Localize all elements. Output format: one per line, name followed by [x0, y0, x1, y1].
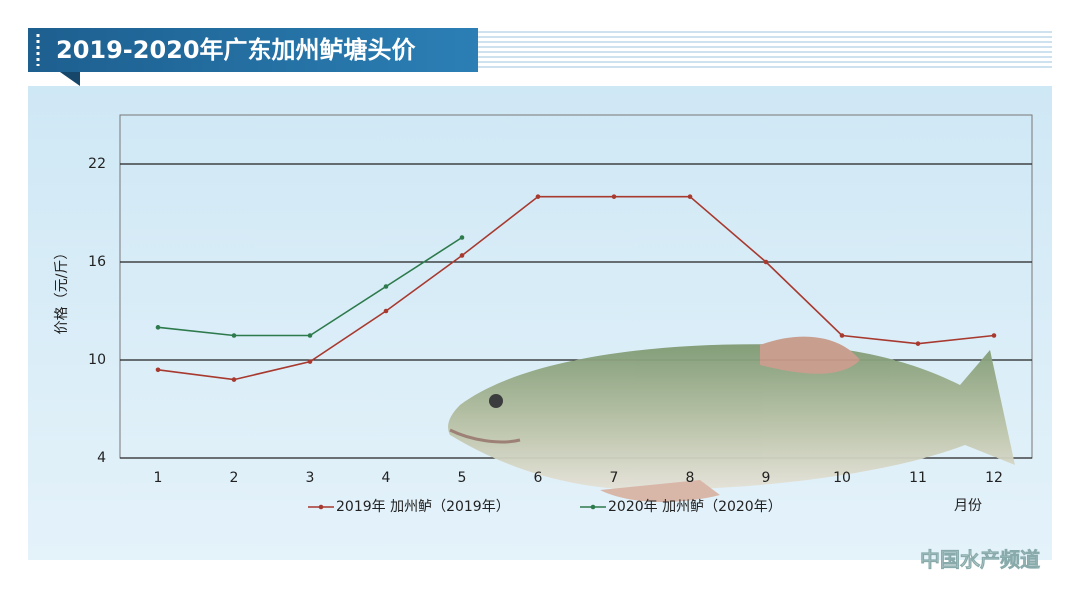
legend-marker [590, 504, 596, 510]
data-point [383, 308, 389, 314]
y-tick-label: 10 [88, 352, 106, 368]
x-tick-label: 3 [306, 470, 315, 486]
x-tick-label: 12 [985, 470, 1003, 486]
x-axis-label: 月份 [954, 498, 982, 514]
data-point [383, 284, 389, 289]
data-point [459, 235, 465, 240]
y-tick-label: 4 [97, 450, 106, 466]
x-tick-label: 11 [909, 470, 927, 486]
x-tick-label: 5 [458, 470, 467, 486]
x-tick-label: 6 [534, 470, 543, 486]
data-point [611, 194, 617, 199]
x-tick-label: 1 [154, 470, 163, 486]
x-tick-label: 7 [610, 470, 619, 486]
series-line [157, 195, 995, 381]
title-banner [28, 28, 478, 72]
data-point [155, 367, 161, 373]
banner-stripes [478, 31, 1052, 68]
data-point [231, 377, 237, 382]
x-tick-label: 10 [833, 470, 851, 486]
data-point [307, 333, 313, 338]
panel [28, 86, 1052, 560]
data-point [307, 359, 313, 364]
legend-label: 2020年 加州鲈（2020年） [608, 499, 782, 515]
data-point [535, 194, 541, 199]
x-tick-label: 9 [762, 470, 771, 486]
y-axis-label: 价格（元/斤） [54, 246, 70, 335]
x-tick-label: 4 [382, 470, 391, 486]
watermark: 中国水产频道 [920, 548, 1040, 572]
x-tick-label: 8 [686, 470, 695, 486]
y-tick-label: 16 [88, 254, 106, 270]
y-tick-label: 22 [88, 156, 106, 172]
data-point [839, 333, 845, 338]
legend-marker [318, 504, 324, 510]
x-tick-label: 2 [230, 470, 239, 486]
data-point [459, 253, 465, 258]
data-point [763, 259, 769, 265]
data-point [231, 333, 237, 338]
data-point [687, 194, 693, 199]
data-point [915, 341, 921, 346]
chart-title: 2019-2020年广东加州鲈塘头价 [56, 36, 417, 64]
legend-label: 2019年 加州鲈（2019年） [336, 499, 510, 515]
data-point [991, 333, 997, 338]
data-point [155, 325, 161, 330]
banner-tab [60, 72, 80, 86]
fish-illustration [448, 336, 1016, 502]
